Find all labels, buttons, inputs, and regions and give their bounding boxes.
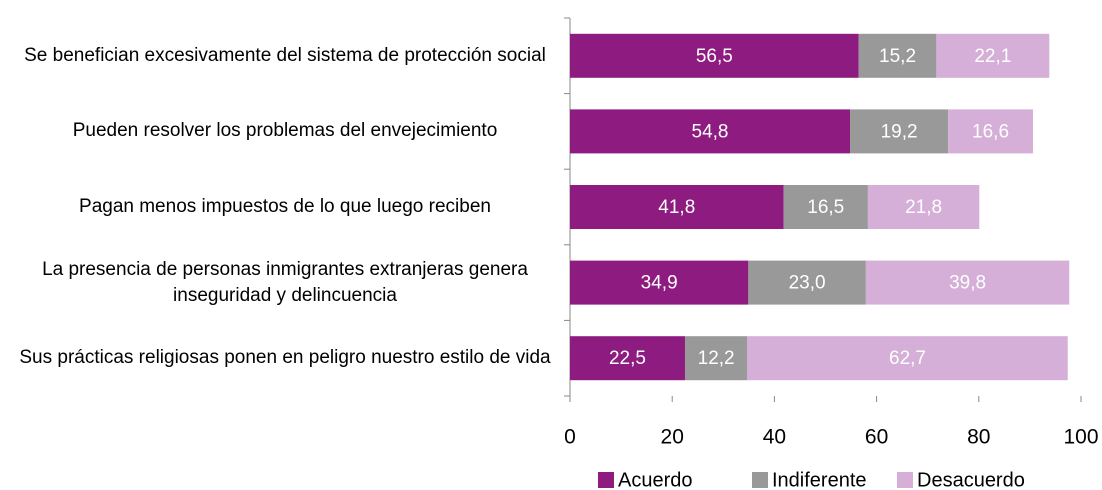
- legend-swatch: [598, 472, 614, 488]
- bar-segment: [570, 260, 749, 305]
- bar-segment: [684, 336, 748, 381]
- value-label: 56,5: [696, 46, 733, 67]
- category-label: Pagan menos impuestos de lo que luego re…: [79, 196, 491, 217]
- bar-segment: [748, 260, 866, 305]
- bar-segment: [570, 336, 685, 381]
- value-label: 19,2: [881, 121, 918, 142]
- bar-segment: [948, 109, 1033, 154]
- bar-segment: [570, 185, 784, 229]
- value-label: 22,1: [974, 46, 1011, 67]
- bar-segment: [570, 109, 851, 154]
- value-label: 22,5: [609, 348, 646, 369]
- x-tick-label: 20: [661, 426, 684, 449]
- bar-segment: [570, 33, 859, 78]
- value-label: 23,0: [789, 273, 826, 294]
- bar-segment: [850, 109, 949, 154]
- category-label: La presencia de personas inmigrantes ext…: [42, 258, 528, 306]
- category-label: Pueden resolver los problemas del enveje…: [72, 120, 498, 142]
- legend-label: Acuerdo: [618, 469, 693, 490]
- legend-label: Indiferente: [772, 469, 867, 490]
- value-label: 62,7: [889, 348, 926, 369]
- value-label: 15,2: [879, 46, 916, 67]
- x-tick-label: 80: [967, 426, 990, 449]
- category-label: Se benefician excesivamente del sistema …: [24, 44, 546, 66]
- bar-segment: [858, 33, 937, 78]
- bar-segment: [867, 185, 980, 229]
- legend-label: Desacuerdo: [917, 469, 1025, 490]
- legend-swatch: [897, 472, 913, 488]
- legend-swatch: [752, 472, 768, 488]
- value-label: 12,2: [698, 348, 735, 369]
- value-label: 16,6: [972, 121, 1009, 142]
- bar-segment: [865, 260, 1070, 305]
- bar-segment: [783, 185, 868, 229]
- x-tick-label: 60: [865, 426, 888, 449]
- value-label: 41,8: [658, 197, 695, 218]
- value-label: 21,8: [905, 197, 942, 218]
- bar-segment: [747, 336, 1068, 381]
- value-label: 34,9: [641, 273, 678, 294]
- category-label: Sus prácticas religiosas ponen en peligr…: [19, 347, 551, 369]
- x-tick-label: 100: [1063, 426, 1098, 449]
- value-label: 54,8: [692, 121, 729, 142]
- value-label: 39,8: [949, 273, 986, 294]
- value-label: 16,5: [807, 197, 844, 218]
- x-tick-label: 0: [564, 426, 576, 449]
- x-tick-label: 40: [763, 426, 786, 449]
- bar-segment: [936, 33, 1050, 78]
